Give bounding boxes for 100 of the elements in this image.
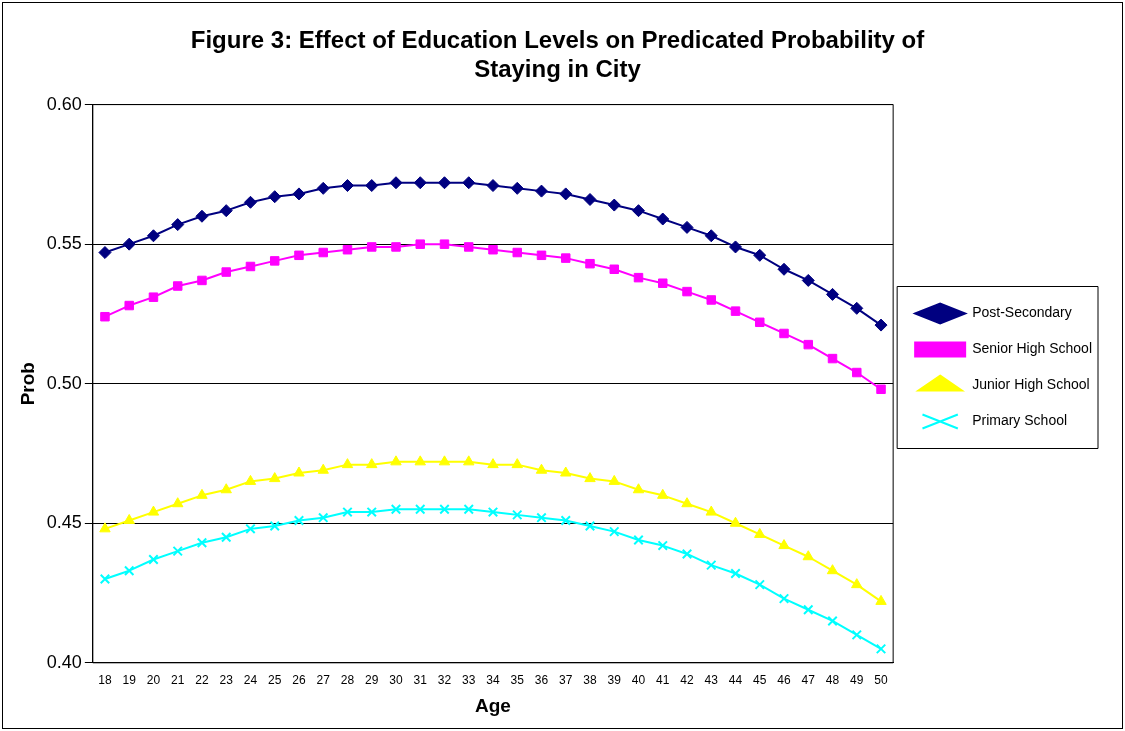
point — [656, 212, 670, 226]
point — [680, 220, 694, 234]
point — [560, 466, 572, 477]
point — [463, 504, 474, 515]
y-tick-label: 0.60 — [46, 93, 82, 114]
x-tick-label: 44 — [728, 673, 743, 688]
x-tick-label: 23 — [219, 673, 234, 688]
point — [876, 384, 886, 395]
point — [753, 248, 767, 262]
point — [487, 506, 499, 518]
point — [147, 505, 160, 516]
point — [777, 262, 791, 276]
point — [826, 564, 839, 575]
point — [561, 253, 571, 263]
point — [341, 458, 354, 469]
point — [317, 463, 329, 474]
point — [584, 520, 596, 532]
point — [366, 458, 378, 469]
point — [657, 540, 668, 551]
point — [463, 455, 475, 466]
point — [706, 559, 717, 571]
point — [172, 281, 183, 291]
point — [316, 181, 330, 195]
point — [681, 548, 693, 560]
point — [342, 244, 353, 255]
x-axis-title: Age — [475, 694, 511, 716]
x-tick-label: 34 — [486, 673, 500, 688]
point — [171, 218, 185, 232]
x-tick-label: 30 — [389, 673, 403, 688]
point — [219, 204, 233, 218]
point — [390, 455, 402, 466]
y-tick-label: 0.55 — [46, 233, 82, 254]
point — [778, 539, 790, 550]
y-tick-label: 0.50 — [46, 372, 82, 393]
point — [754, 527, 766, 538]
x-tick-label: 29 — [365, 673, 379, 688]
point — [245, 523, 256, 535]
x-tick-label: 21 — [171, 673, 185, 688]
point — [243, 195, 257, 209]
x-tick-label: 47 — [801, 673, 816, 688]
point — [875, 594, 887, 605]
point — [122, 237, 136, 251]
point — [850, 301, 864, 315]
point — [146, 229, 160, 243]
point — [269, 472, 281, 483]
x-tick-label: 31 — [413, 673, 428, 688]
point — [827, 615, 838, 627]
point — [729, 516, 742, 527]
point — [366, 506, 377, 518]
legend-label: Primary School — [972, 412, 1068, 429]
x-tick-label: 18 — [98, 673, 112, 688]
point — [123, 513, 135, 524]
x-tick-label: 49 — [850, 673, 864, 688]
point — [317, 512, 329, 523]
point — [730, 306, 741, 316]
point — [706, 295, 716, 305]
y-axis-title: Prob — [16, 362, 38, 406]
point — [754, 579, 766, 590]
point — [366, 242, 377, 252]
x-tick-label: 20 — [146, 673, 161, 688]
point — [827, 353, 838, 364]
point — [99, 522, 111, 533]
point — [802, 550, 814, 561]
point — [609, 526, 620, 537]
point — [633, 272, 644, 283]
point — [244, 474, 257, 485]
x-tick-label: 35 — [510, 673, 525, 688]
legend-label: Senior High School — [972, 340, 1093, 357]
x-tick-label: 32 — [437, 673, 452, 688]
point — [874, 318, 888, 332]
point — [293, 515, 305, 526]
x-tick-label: 25 — [268, 673, 282, 688]
point — [681, 497, 693, 508]
point — [100, 311, 110, 322]
point — [342, 506, 353, 518]
x-tick-label: 42 — [680, 673, 694, 688]
point — [172, 545, 183, 557]
point — [583, 192, 597, 206]
point — [778, 593, 790, 604]
point — [803, 339, 814, 350]
point — [365, 179, 379, 193]
point — [148, 554, 159, 565]
point — [294, 250, 304, 261]
point — [268, 190, 282, 204]
x-tick-label: 26 — [292, 673, 306, 688]
point — [607, 198, 621, 212]
x-tick-label: 28 — [340, 673, 355, 688]
x-tick-label: 46 — [777, 673, 792, 688]
point — [536, 512, 547, 523]
point — [413, 176, 427, 190]
point — [801, 273, 815, 287]
point — [124, 300, 134, 311]
point — [535, 184, 548, 198]
point — [559, 187, 573, 201]
point — [705, 505, 717, 516]
point — [220, 531, 232, 543]
point — [704, 229, 718, 243]
point — [293, 466, 305, 477]
point — [292, 187, 306, 201]
point — [340, 179, 354, 193]
